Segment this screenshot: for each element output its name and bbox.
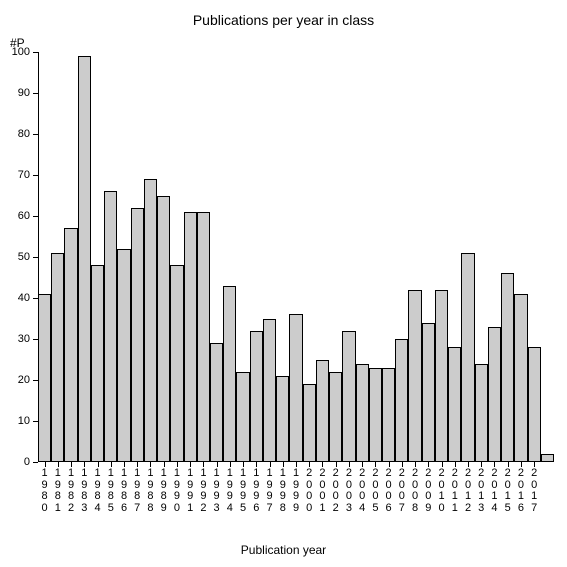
ytick-label: 30 (18, 333, 30, 345)
bar (501, 273, 514, 462)
xtick-label: 1998 (278, 468, 288, 514)
xtick-label: 2008 (410, 468, 420, 514)
bar (131, 208, 144, 462)
xtick-label: 1995 (238, 468, 248, 514)
xtick-label: 2000 (304, 468, 314, 514)
xtick-label: 2013 (476, 468, 486, 514)
ytick-label: 0 (24, 456, 30, 468)
bar (197, 212, 210, 462)
bar (369, 368, 382, 462)
ytick-label: 70 (18, 169, 30, 181)
xtick-label: 1990 (172, 468, 182, 514)
bar (303, 384, 316, 462)
ytick-label: 40 (18, 292, 30, 304)
bar (488, 327, 501, 462)
bar (170, 265, 183, 462)
xtick-label: 1997 (265, 468, 275, 514)
xtick-label: 2014 (489, 468, 499, 514)
xtick-label: 1996 (251, 468, 261, 514)
bar (184, 212, 197, 462)
xtick-label: 1986 (119, 468, 129, 514)
bar (461, 253, 474, 462)
ytick-label: 90 (18, 87, 30, 99)
xtick-label: 1991 (185, 468, 195, 514)
xtick-label: 1985 (106, 468, 116, 514)
xtick-label: 2006 (384, 468, 394, 514)
xtick-label: 1982 (66, 468, 76, 514)
xtick-label: 2011 (450, 468, 460, 514)
ytick-line (33, 216, 38, 217)
xtick-label: 2007 (397, 468, 407, 514)
ytick-line (33, 257, 38, 258)
ytick-line (33, 52, 38, 53)
xtick-label: 2012 (463, 468, 473, 514)
bar (78, 56, 91, 462)
xtick-label: 1981 (53, 468, 63, 514)
bar (342, 331, 355, 462)
plot-area: 0102030405060708090100198019811982198319… (38, 52, 554, 462)
bar (528, 347, 541, 462)
xtick-label: 1983 (79, 468, 89, 514)
bar (250, 331, 263, 462)
bar (329, 372, 342, 462)
bar (51, 253, 64, 462)
ytick-line (33, 175, 38, 176)
chart-title: Publications per year in class (0, 12, 567, 28)
xtick-label: 2002 (331, 468, 341, 514)
xtick-label: 2005 (370, 468, 380, 514)
bar (157, 196, 170, 463)
ytick-line (33, 134, 38, 135)
bar (408, 290, 421, 462)
bar (356, 364, 369, 462)
xtick-label: 1993 (212, 468, 222, 514)
bar (514, 294, 527, 462)
bar (448, 347, 461, 462)
bar (144, 179, 157, 462)
xtick-label: 1989 (159, 468, 169, 514)
bar (382, 368, 395, 462)
xtick-label: 2009 (423, 468, 433, 514)
ytick-label: 100 (12, 46, 30, 58)
xtick-label: 2001 (317, 468, 327, 514)
bar (104, 191, 117, 462)
bar (435, 290, 448, 462)
xtick-label: 2003 (344, 468, 354, 514)
xtick-label: 1987 (132, 468, 142, 514)
xtick-label: 2004 (357, 468, 367, 514)
xtick-label: 2016 (516, 468, 526, 514)
bar (263, 319, 276, 463)
ytick-line (33, 93, 38, 94)
ytick-label: 50 (18, 251, 30, 263)
xtick-label: 1988 (145, 468, 155, 514)
bar (475, 364, 488, 462)
bar (91, 265, 104, 462)
xtick-label: 2015 (503, 468, 513, 514)
ytick-label: 20 (18, 374, 30, 386)
xtick-label: 1999 (291, 468, 301, 514)
bar (395, 339, 408, 462)
xtick-label: 1994 (225, 468, 235, 514)
bar (276, 376, 289, 462)
xtick-label: 1984 (93, 468, 103, 514)
ytick-line (33, 462, 38, 463)
chart-container: Publications per year in class #P 010203… (0, 0, 567, 567)
bar (289, 314, 302, 462)
xtick-label: 2010 (437, 468, 447, 514)
bar (541, 454, 554, 462)
x-axis-title: Publication year (0, 543, 567, 557)
bar (316, 360, 329, 463)
bar (236, 372, 249, 462)
bar (223, 286, 236, 462)
bar (38, 294, 51, 462)
xtick-label: 1992 (198, 468, 208, 514)
bar (210, 343, 223, 462)
xtick-label: 2017 (529, 468, 539, 514)
ytick-label: 80 (18, 128, 30, 140)
xtick-label: 1980 (40, 468, 50, 514)
bar (422, 323, 435, 462)
ytick-label: 10 (18, 415, 30, 427)
bar (117, 249, 130, 462)
bar (64, 228, 77, 462)
ytick-label: 60 (18, 210, 30, 222)
